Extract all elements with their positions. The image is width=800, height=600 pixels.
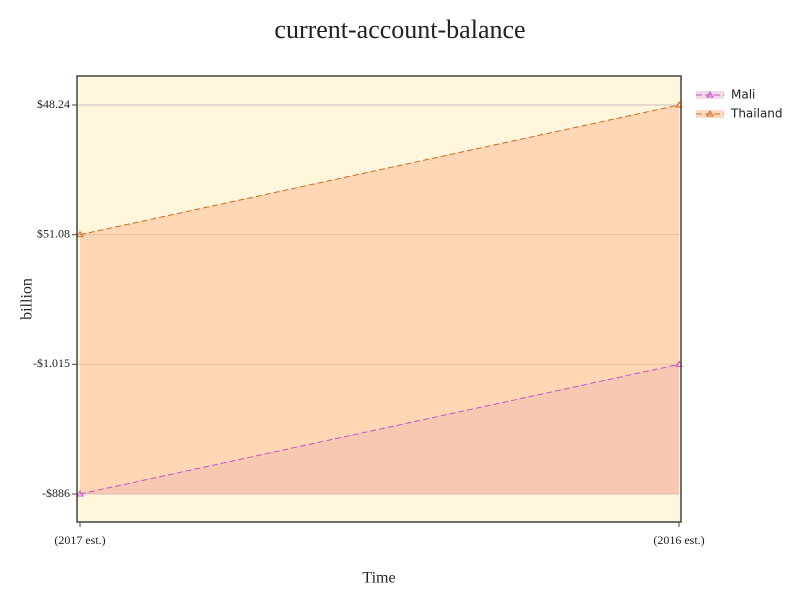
legend-marker [706,91,714,98]
legend-label: Mali [731,88,755,102]
x-axis-label: Time [362,570,395,587]
point-marker [76,490,84,497]
legend-label: Thailand [730,107,783,121]
x-tick-label: (2016 est.) [653,533,704,547]
plot-frame [76,75,682,523]
series-line [79,104,680,236]
y-tick-label: -$886 [42,486,70,500]
point-marker [76,230,84,238]
y-tick-label: $48.24 [37,97,70,111]
legend-marker [706,110,714,117]
y-tick-label: $51.08 [37,226,70,240]
x-tick-label: (2017 est.) [54,533,105,547]
chart-title: current-account-balance [274,15,525,44]
y-tick-label: -$1.015 [33,356,70,370]
y-axis-label: billion [19,278,36,320]
series-line [79,363,680,495]
